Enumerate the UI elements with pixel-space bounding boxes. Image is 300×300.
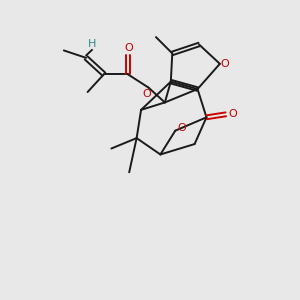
- Text: O: O: [220, 59, 229, 69]
- Text: O: O: [177, 123, 186, 133]
- Text: O: O: [143, 89, 152, 99]
- Text: O: O: [124, 44, 133, 53]
- Text: O: O: [228, 109, 237, 119]
- Text: H: H: [88, 40, 96, 50]
